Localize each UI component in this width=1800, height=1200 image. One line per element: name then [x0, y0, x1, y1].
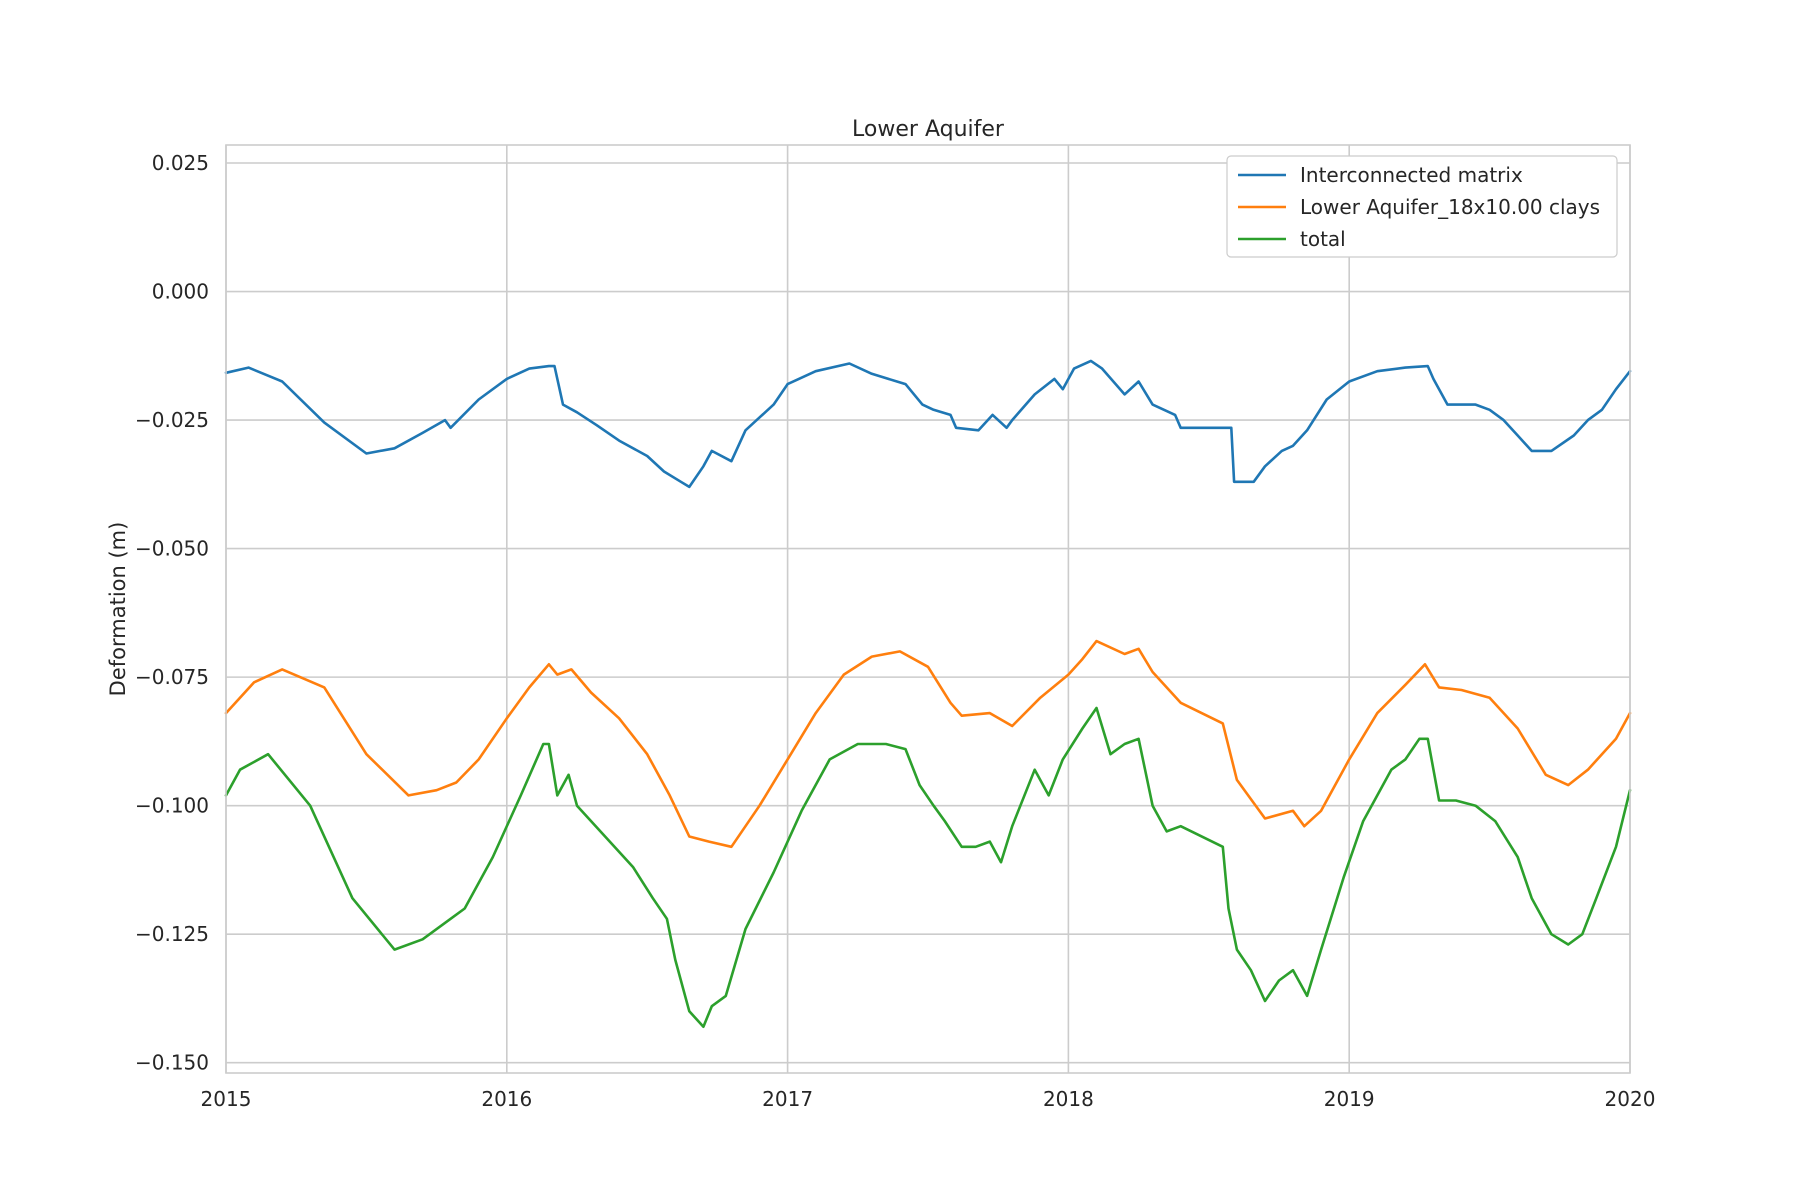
x-tick-label: 2017 — [762, 1087, 813, 1111]
series-line-3 — [224, 706, 1632, 1028]
plot-background — [226, 145, 1630, 1073]
legend: Interconnected matrix Lower Aquifer_18x10… — [1226, 155, 1618, 258]
y-axis-label: Deformation (m) — [106, 522, 130, 697]
y-tick-label: 0.025 — [152, 151, 209, 175]
series-line-1 — [224, 359, 1632, 489]
legend-label: Lower Aquifer_18x10.00 clays — [1300, 195, 1600, 219]
x-tick-label: 2020 — [1605, 1087, 1656, 1111]
x-tick-labels: 2015 2016 2017 2018 2019 2020 — [201, 1087, 1656, 1111]
legend-box — [1226, 155, 1618, 258]
y-tick-label: −0.150 — [135, 1051, 209, 1075]
series-line-2 — [224, 639, 1632, 849]
y-tick-label: −0.075 — [135, 665, 209, 689]
x-tick-label: 2016 — [481, 1087, 532, 1111]
y-tick-label: 0.000 — [152, 280, 209, 304]
chart-title: Lower Aquifer — [852, 117, 1005, 142]
y-tick-label: −0.125 — [135, 922, 209, 946]
legend-label: Interconnected matrix — [1300, 163, 1523, 187]
x-tick-label: 2015 — [201, 1087, 252, 1111]
y-tick-labels: 0.025 0.000 −0.025 −0.050 −0.075 −0.100 −0.125… — [135, 151, 209, 1075]
x-tick-label: 2019 — [1324, 1087, 1375, 1111]
plot-frame — [225, 144, 1631, 1074]
x-tick-label: 2018 — [1043, 1087, 1094, 1111]
legend-label: total — [1300, 227, 1346, 251]
y-tick-label: −0.025 — [135, 408, 209, 432]
y-tick-label: −0.050 — [135, 537, 209, 561]
series-layer — [224, 359, 1632, 1028]
y-tick-label: −0.100 — [135, 794, 209, 818]
